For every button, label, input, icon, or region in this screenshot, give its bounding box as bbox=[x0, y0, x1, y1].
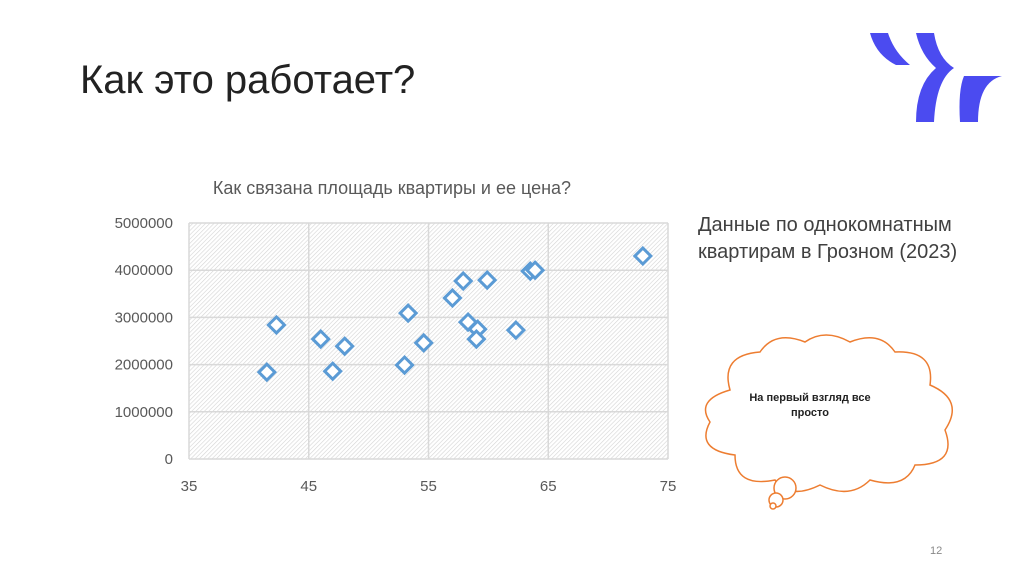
data-point bbox=[505, 320, 527, 341]
data-point bbox=[394, 354, 415, 376]
data-point bbox=[466, 328, 487, 350]
x-tick-label: 55 bbox=[420, 478, 437, 495]
logo-icon bbox=[870, 33, 1002, 122]
y-tick-label: 2000000 bbox=[115, 357, 173, 374]
cloud-callout bbox=[704, 334, 953, 510]
scatter-chart: Как связана площадь квартиры и ее цена? … bbox=[115, 178, 677, 495]
callout-text: На первый взгляд все просто bbox=[749, 392, 871, 419]
data-point bbox=[524, 260, 546, 281]
x-tick-label: 45 bbox=[300, 478, 317, 495]
data-point bbox=[266, 314, 287, 336]
page-number: 12 bbox=[930, 545, 943, 557]
x-tick-label: 75 bbox=[660, 478, 677, 495]
data-point bbox=[322, 361, 343, 382]
x-tick-label: 65 bbox=[540, 478, 557, 495]
data-point bbox=[632, 245, 653, 267]
data-point bbox=[477, 269, 498, 291]
data-description: Данные по однокомнатным квартирам в Гроз… bbox=[698, 214, 958, 263]
y-tick-label: 0 bbox=[165, 451, 173, 468]
y-tick-label: 4000000 bbox=[115, 262, 173, 279]
slide-title: Как это работает? bbox=[80, 58, 416, 102]
y-tick-label: 3000000 bbox=[115, 309, 173, 326]
chart-title: Как связана площадь квартиры и ее цена? bbox=[213, 178, 571, 198]
data-point bbox=[413, 332, 434, 354]
y-tick-label: 1000000 bbox=[115, 404, 173, 421]
x-tick-label: 35 bbox=[181, 478, 198, 495]
data-point bbox=[453, 270, 474, 292]
data-point bbox=[398, 303, 419, 324]
data-point bbox=[442, 287, 463, 309]
data-point bbox=[256, 362, 277, 383]
data-point bbox=[310, 328, 331, 350]
data-point bbox=[334, 336, 355, 357]
y-tick-label: 5000000 bbox=[115, 215, 173, 232]
